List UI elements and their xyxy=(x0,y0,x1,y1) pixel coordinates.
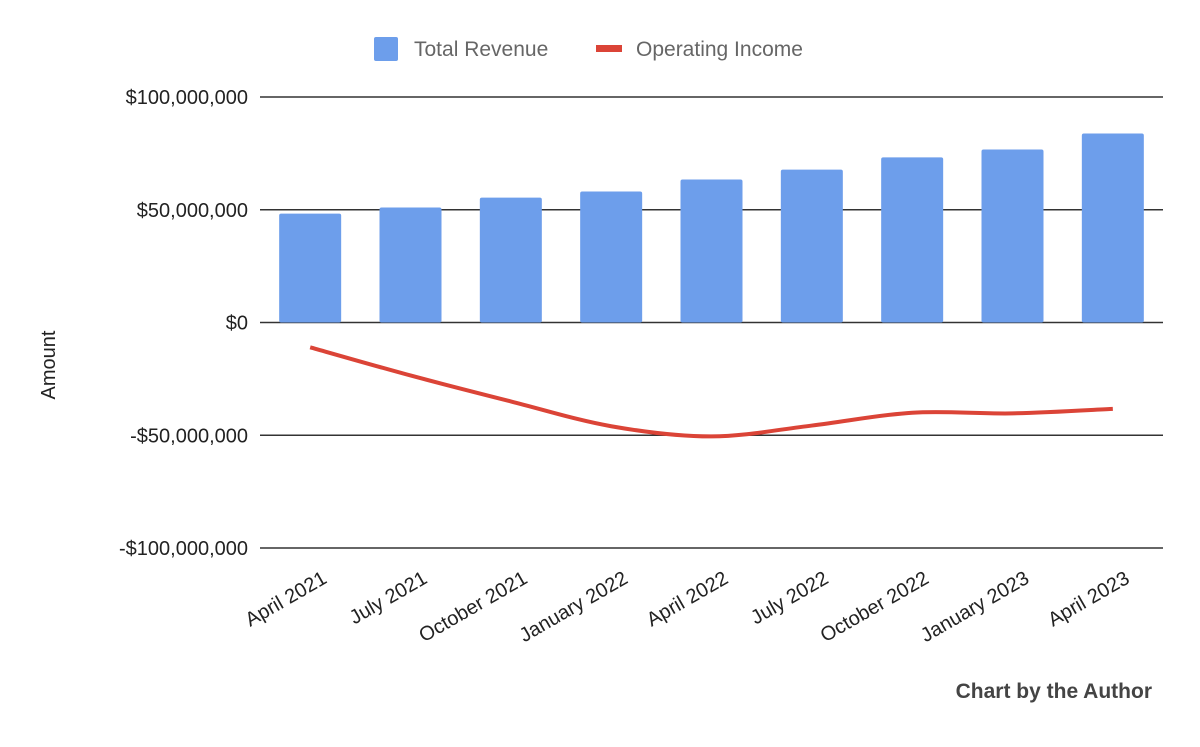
x-tick-label: April 2021 xyxy=(242,567,331,631)
x-tick-label: April 2022 xyxy=(643,567,732,631)
x-tick-label: April 2023 xyxy=(1044,567,1133,631)
legend-label-total-revenue: Total Revenue xyxy=(414,38,548,61)
bar-total-revenue xyxy=(881,157,944,323)
bar-total-revenue xyxy=(379,207,442,323)
y-axis-label: Amount xyxy=(38,330,60,399)
line-operating-income xyxy=(309,345,1113,439)
y-tick-label: $0 xyxy=(226,313,248,335)
chart-credit: Chart by the Author xyxy=(955,680,1152,703)
bar-total-revenue xyxy=(479,197,542,323)
y-tick-label: $100,000,000 xyxy=(126,87,248,109)
bar-total-revenue xyxy=(1081,133,1144,323)
x-tick-label: July 2022 xyxy=(747,567,832,629)
y-tick-label: $50,000,000 xyxy=(137,200,248,222)
legend-swatch-operating-income xyxy=(596,45,622,52)
x-tick-label: July 2021 xyxy=(346,567,431,629)
legend-swatch-total-revenue xyxy=(374,37,398,61)
x-tick-label: October 2021 xyxy=(415,567,531,647)
x-tick-label: January 2023 xyxy=(917,567,1033,647)
y-tick-label: -$100,000,000 xyxy=(119,538,248,560)
bar-total-revenue xyxy=(981,149,1044,323)
bar-total-revenue xyxy=(580,191,643,323)
bar-total-revenue xyxy=(680,179,743,323)
x-tick-label: October 2022 xyxy=(817,567,933,647)
y-tick-label: -$50,000,000 xyxy=(130,425,248,447)
bar-total-revenue xyxy=(279,213,342,323)
bar-total-revenue xyxy=(780,169,843,323)
legend-label-operating-income: Operating Income xyxy=(636,38,803,61)
x-tick-label: January 2022 xyxy=(516,567,632,647)
